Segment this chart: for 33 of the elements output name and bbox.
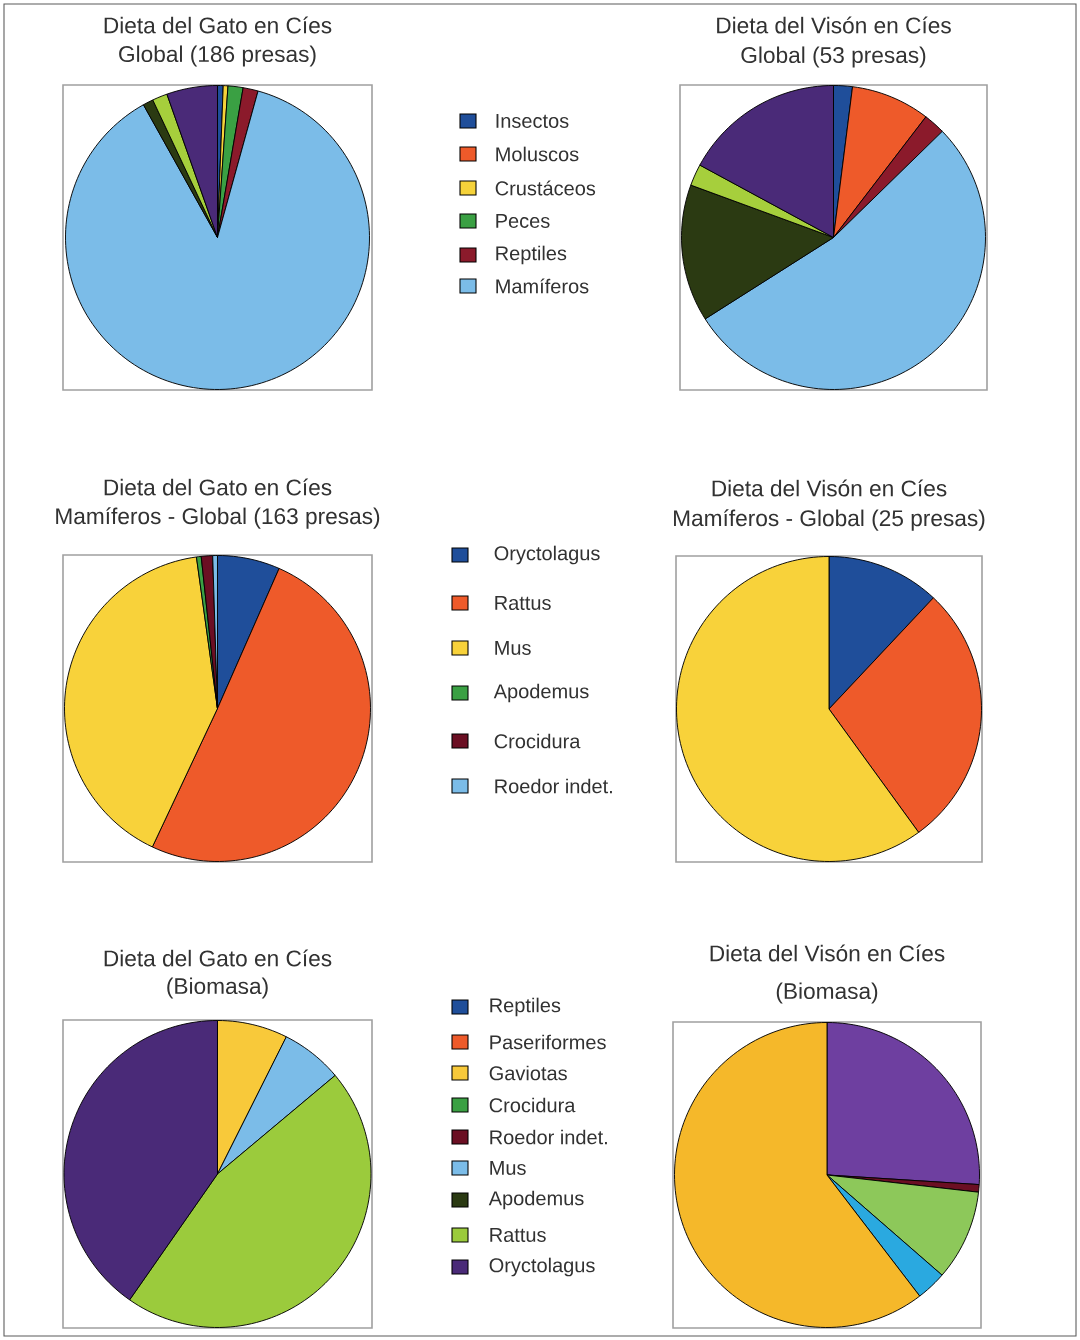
legend-label: Oryctolagus bbox=[489, 1257, 595, 1277]
chart-subtitle: Mamíferos - Global (25 presas) bbox=[674, 509, 985, 531]
chart-subtitle: Global (186 presas) bbox=[119, 45, 316, 67]
chart-title: Dieta del Gato en Cíes bbox=[104, 949, 332, 967]
legend-label: Gaviotas bbox=[489, 1065, 567, 1081]
legend-label: Mus bbox=[490, 1161, 526, 1175]
chart-subtitle: Global (53 presas) bbox=[741, 46, 926, 68]
legend-label: Paseriformes bbox=[490, 1034, 606, 1050]
legend-label: Rattus bbox=[495, 596, 551, 610]
chart-subtitle: (Biomasa) bbox=[167, 977, 268, 999]
legend-label: Mus bbox=[495, 641, 531, 655]
legend-label: Oryctolagus bbox=[494, 545, 600, 565]
chart-title: Dieta del Visón en Cíes bbox=[710, 944, 945, 962]
legend-label: Apodemus bbox=[493, 683, 589, 703]
legend-label: Apodemus bbox=[488, 1190, 584, 1210]
chart-title: Dieta del Gato en Cíes bbox=[104, 478, 332, 496]
legend-label: Roedor indet. bbox=[495, 778, 612, 794]
legend-label: Moluscos bbox=[496, 146, 579, 162]
legend-label: Rattus bbox=[490, 1228, 546, 1242]
chart-title: Dieta del Visón en Cíes bbox=[717, 16, 951, 34]
legend-label: Insectos bbox=[496, 114, 569, 128]
legend-label: Crocidura bbox=[489, 1097, 576, 1113]
legend-label: Reptiles bbox=[496, 245, 567, 265]
legend-label: Peces bbox=[496, 214, 550, 228]
legend-label: Crocidura bbox=[494, 733, 581, 749]
legend-label: Roedor indet. bbox=[490, 1129, 607, 1145]
legend-label: Mamíferos bbox=[496, 278, 589, 294]
legend-label: Crustáceos bbox=[495, 180, 596, 196]
chart-subtitle: (Biomasa) bbox=[776, 982, 878, 1004]
chart-subtitle: Mamíferos - Global (163 presas) bbox=[56, 507, 380, 529]
legend-label: Reptiles bbox=[490, 997, 561, 1017]
chart-title: Dieta del Gato en Cíes bbox=[104, 16, 332, 34]
chart-title: Dieta del Visón en Cíes bbox=[712, 479, 947, 497]
